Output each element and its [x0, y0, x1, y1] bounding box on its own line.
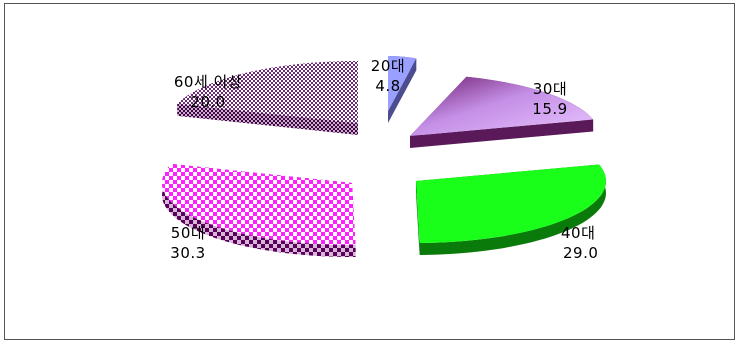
pie-slice-wall-1-2: [388, 58, 417, 123]
slice-value-label-5: 20.0: [190, 93, 225, 111]
pie-slice-wall-3-2: [416, 181, 420, 255]
pie-slice-wall-5-1: [177, 103, 358, 135]
slice-category-label-1: 20대: [371, 57, 405, 75]
slice-value-label-4: 30.3: [170, 244, 205, 262]
pie-slice-4: [162, 163, 356, 257]
pie-slice-top-4: [162, 163, 356, 245]
pie-slice-3: [416, 164, 606, 255]
pie-slice-wall-2-2: [410, 119, 594, 148]
pie-slice-2: [410, 76, 594, 148]
labels-layer: 20대 4.8 30대 15.9 40대 29.0 50대 30.3 60세 이상 20.0: [170, 57, 598, 262]
pie-slice-top-3: [416, 164, 606, 243]
slice-value-label-3: 29.0: [563, 244, 598, 262]
pie-slice-side-3: [419, 164, 606, 255]
pie-slice-top-1: [388, 56, 417, 111]
pie-slice-1: [388, 56, 417, 123]
slice-value-label-2: 15.9: [532, 100, 567, 118]
pie-slice-top-2: [410, 76, 594, 136]
slice-category-label-4: 50대: [171, 224, 205, 242]
slices-layer: [162, 56, 606, 257]
slice-value-label-1: 4.8: [375, 77, 400, 95]
pie-chart: 20대 4.8 30대 15.9 40대 29.0 50대 30.3 60세 이상 20.0: [162, 56, 606, 262]
chart-frame: 20대 4.8 30대 15.9 40대 29.0 50대 30.3 60세 이상 20.0: [4, 3, 735, 340]
slice-category-label-2: 30대: [533, 80, 567, 98]
pie-slice-5: [177, 61, 358, 135]
pie-slice-side-4: [162, 163, 356, 257]
slice-category-label-3: 40대: [561, 224, 595, 242]
slice-category-label-5: 60세 이상: [174, 73, 242, 91]
pie-slice-top-5: [177, 61, 358, 123]
